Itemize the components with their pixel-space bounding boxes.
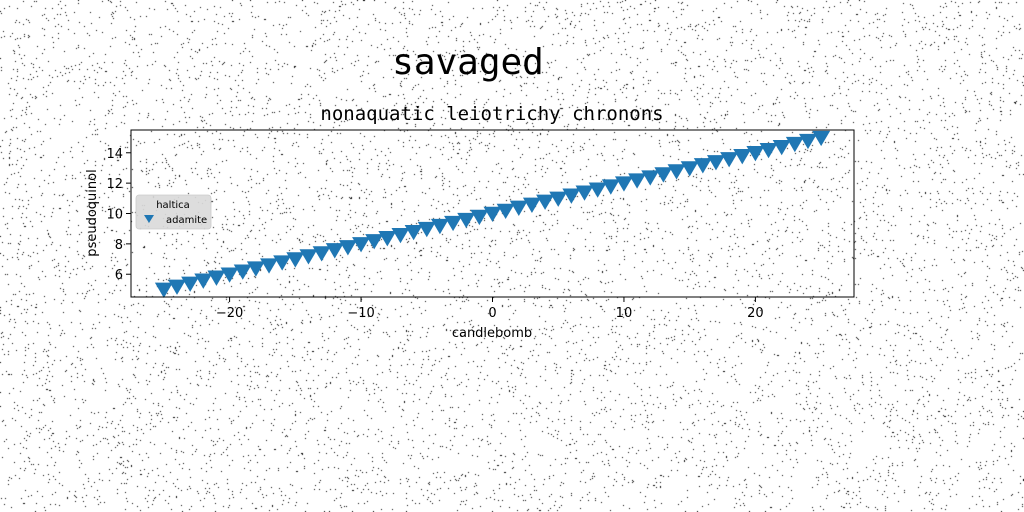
data-point xyxy=(693,158,712,174)
data-point xyxy=(628,173,647,189)
data-point xyxy=(168,279,187,295)
x-tick-label: 20 xyxy=(747,306,764,321)
data-point xyxy=(614,176,633,192)
data-point xyxy=(706,155,725,171)
data-point xyxy=(772,139,791,156)
data-point xyxy=(378,231,397,247)
data-point xyxy=(785,136,804,153)
legend-title: haltica xyxy=(156,200,190,211)
data-point xyxy=(233,264,252,280)
data-point xyxy=(641,170,660,186)
y-tick-label: 8 xyxy=(115,238,123,253)
data-point xyxy=(260,258,279,274)
x-axis-label: candlebomb xyxy=(452,326,532,341)
data-point xyxy=(273,255,292,271)
data-point xyxy=(509,200,528,216)
x-tick-label: 0 xyxy=(488,306,496,321)
data-point xyxy=(391,228,410,244)
y-tick-label: 12 xyxy=(106,177,123,192)
y-tick-label: 6 xyxy=(115,268,123,283)
data-point xyxy=(667,164,686,180)
data-point xyxy=(220,267,239,283)
data-points xyxy=(154,130,831,298)
data-point xyxy=(588,182,607,198)
data-point xyxy=(154,282,173,298)
y-axis-ticks: 6 8 10 12 14 xyxy=(106,147,131,283)
data-point xyxy=(575,185,594,201)
data-point xyxy=(522,197,541,213)
data-point xyxy=(299,249,318,265)
chart-title: nonaquatic leiotrichy chronons xyxy=(320,103,663,125)
data-point xyxy=(457,212,476,229)
data-point xyxy=(404,224,423,241)
data-point xyxy=(430,218,449,235)
data-point xyxy=(759,142,778,159)
data-point xyxy=(483,206,502,223)
x-axis-ticks: −20 −10 0 10 20 xyxy=(216,297,764,321)
figure-suptitle: savaged xyxy=(392,42,544,83)
data-point xyxy=(207,270,226,286)
x-tick-label: −10 xyxy=(347,306,374,321)
data-point xyxy=(720,152,739,168)
x-tick-label: −20 xyxy=(216,306,243,321)
data-point xyxy=(536,194,555,210)
data-point xyxy=(496,203,515,220)
data-point xyxy=(746,146,765,162)
data-point xyxy=(812,130,831,147)
data-point xyxy=(444,215,463,232)
legend: haltica adamite xyxy=(135,194,212,230)
data-point xyxy=(654,167,673,183)
data-point xyxy=(352,237,371,253)
data-point xyxy=(325,243,344,259)
data-point xyxy=(733,149,752,165)
data-point xyxy=(470,209,489,226)
data-point xyxy=(312,246,331,262)
data-point xyxy=(181,276,200,292)
data-point xyxy=(680,161,699,177)
data-point xyxy=(798,133,817,150)
data-point xyxy=(246,261,265,277)
legend-box xyxy=(135,194,212,230)
data-point xyxy=(194,273,213,289)
data-point xyxy=(417,221,436,238)
y-tick-label: 10 xyxy=(106,208,123,223)
data-point xyxy=(365,234,384,250)
data-point xyxy=(601,179,620,195)
data-point xyxy=(549,191,568,207)
x-tick-label: 10 xyxy=(616,306,633,321)
y-tick-label: 14 xyxy=(106,147,123,162)
data-point xyxy=(286,252,305,268)
y-axis-label: pseudoquinol xyxy=(85,169,100,256)
data-point xyxy=(562,188,581,204)
legend-label-adamite: adamite xyxy=(166,215,207,226)
legend-marker-adamite xyxy=(144,215,154,223)
data-point xyxy=(338,240,357,256)
